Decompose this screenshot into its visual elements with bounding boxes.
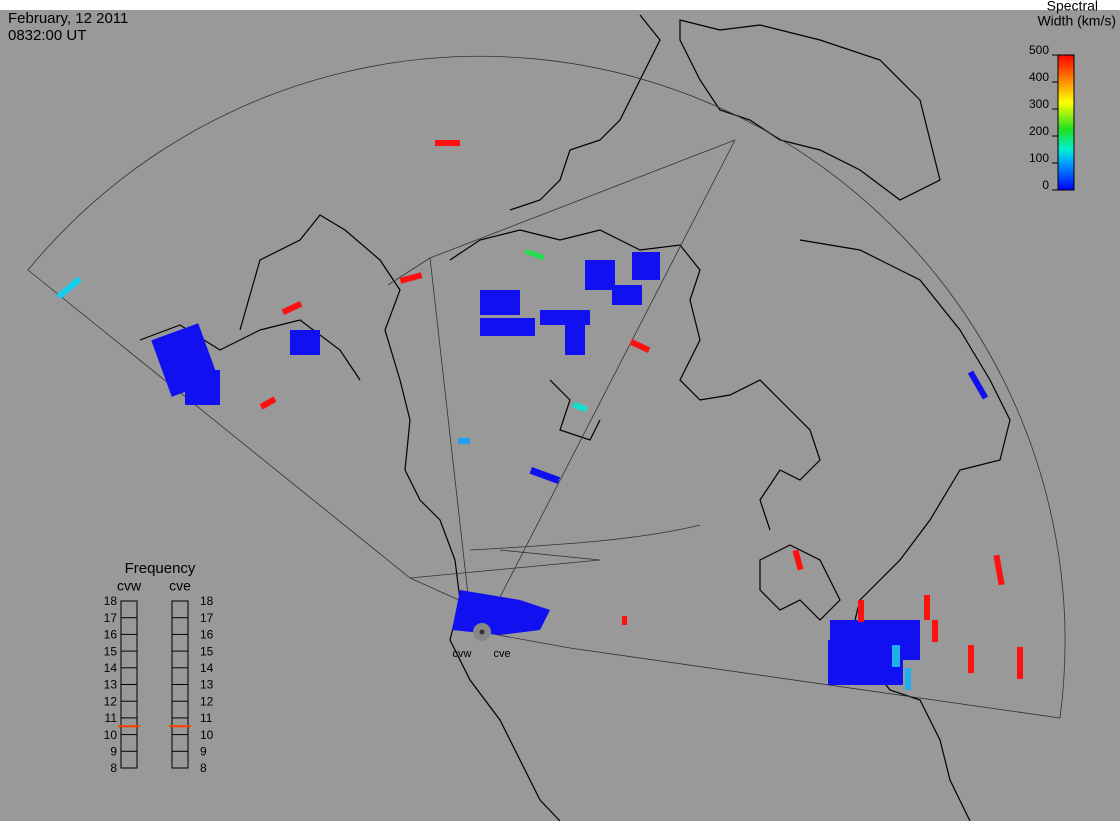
colorbar-tick-label: 200 xyxy=(1029,124,1049,138)
frequency-tick-label: 9 xyxy=(110,744,117,758)
field-of-view xyxy=(27,55,1066,719)
frequency-tick-label: 11 xyxy=(200,711,213,725)
frequency-tick-label: 16 xyxy=(104,628,118,642)
frequency-tick-label: 8 xyxy=(200,761,207,775)
frequency-tick-label: 12 xyxy=(200,694,214,708)
radar-label: cve xyxy=(493,648,510,660)
frequency-tick-label: 11 xyxy=(105,711,118,725)
radar-site xyxy=(479,629,485,635)
frequency-tick-label: 14 xyxy=(200,661,214,675)
frequency-tick-label: 18 xyxy=(104,594,118,608)
colorbar-tick-label: 400 xyxy=(1029,70,1049,84)
colorbar-title: Width (km/s) xyxy=(1037,13,1116,29)
frequency-tick-label: 16 xyxy=(200,628,214,642)
frequency-tick-label: 14 xyxy=(104,661,118,675)
radar-label: cvw xyxy=(453,648,472,660)
background xyxy=(0,10,1120,821)
echo-patches xyxy=(56,140,1023,690)
date: February, 12 2011 xyxy=(8,10,128,27)
colorbar xyxy=(1057,54,1075,191)
colorbar-tick-label: 500 xyxy=(1029,43,1049,57)
frequency-tick-label: 8 xyxy=(110,761,117,775)
colorbar-title: Spectral xyxy=(1047,0,1098,14)
frequency-tick-label: 13 xyxy=(104,678,118,692)
frequency-tick-label: 10 xyxy=(104,728,118,742)
colorbar-tick-label: 300 xyxy=(1029,97,1049,111)
frequency-tick-label: 15 xyxy=(104,644,118,658)
colorbar-tick-label: 0 xyxy=(1042,178,1049,192)
frequency-tick-label: 12 xyxy=(104,694,118,708)
radar-name: cvw xyxy=(117,578,142,594)
colorbar-tick-label: 100 xyxy=(1029,151,1049,165)
frequency-title: Frequency xyxy=(125,560,196,577)
coastlines xyxy=(139,14,1011,821)
frequency-tick-label: 18 xyxy=(200,594,214,608)
frequency-tick-label: 10 xyxy=(200,728,214,742)
frequency-tick-label: 15 xyxy=(200,644,214,658)
time: 0832:00 UT xyxy=(8,27,86,44)
frequency-tick-label: 17 xyxy=(104,611,118,625)
frequency-tick-label: 17 xyxy=(200,611,214,625)
radar-name: cve xyxy=(169,578,191,594)
frequency-tick-label: 9 xyxy=(200,744,207,758)
frequency-tick-label: 13 xyxy=(200,678,214,692)
